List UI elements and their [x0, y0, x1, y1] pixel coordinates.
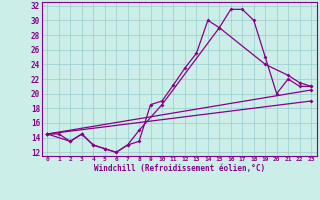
- X-axis label: Windchill (Refroidissement éolien,°C): Windchill (Refroidissement éolien,°C): [94, 164, 265, 173]
